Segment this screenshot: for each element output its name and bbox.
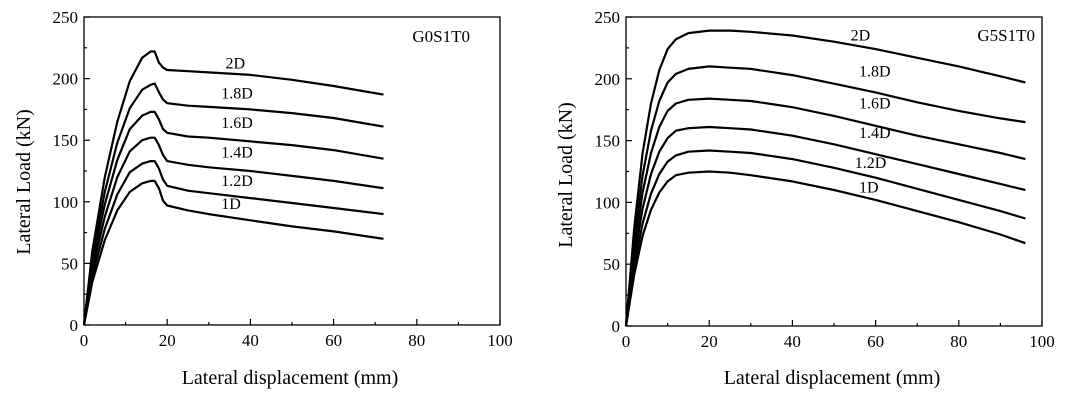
plot-frame [83,16,501,326]
series-label: 2D [851,27,871,44]
x-tick-label: 40 [784,332,801,351]
series-line-1-2d [624,149,1026,327]
x-tick-label: 60 [325,331,342,350]
series-line-2d [82,50,384,326]
x-tick-label: 0 [80,331,89,350]
x-tick-label: 80 [408,331,425,350]
x-tick-label: 40 [242,331,259,350]
y-tick-label: 200 [595,70,621,89]
x-axis-title-left: Lateral displacement (mm) [182,367,399,389]
series-line-1d [82,179,384,326]
chart-g5s1t0: Lateral Load (kN) Lateral displacement (… [555,8,1055,389]
series-line-1-4d [624,125,1026,327]
series-line-1d [624,170,1026,327]
series-label: 1D [221,196,241,213]
x-tick-label: 100 [487,331,513,350]
series-line-1-4d [82,136,384,326]
y-tick-label: 250 [53,8,79,27]
x-tick-label: 20 [159,331,176,350]
y-tick-label: 50 [603,255,620,274]
y-tick-label: 100 [595,193,621,212]
y-tick-label: 0 [70,316,79,335]
series-label: 1.8D [221,85,253,102]
series-label: 1.2D [855,155,887,172]
y-tick-label: 150 [53,131,79,150]
y-tick-label: 200 [53,70,79,89]
series-label: 1.4D [859,125,891,142]
y-tick-label: 150 [595,132,621,151]
y-axis-title-left: Lateral Load (kN) [13,109,35,254]
y-tick-label: 50 [61,254,78,273]
series-label: 2D [225,56,245,73]
y-axis-title-right: Lateral Load (kN) [555,102,577,247]
y-tick-label: 0 [612,317,621,336]
x-tick-label: 20 [701,332,718,351]
x-tick-label: 60 [867,332,884,351]
series-label: 1D [859,180,879,197]
series-label: 1.6D [859,95,891,112]
series-label: 1.2D [221,173,253,190]
series-label: 1.8D [859,63,891,80]
x-tick-label: 100 [1029,332,1055,351]
series-line-2d [624,29,1026,327]
panel-label-left: G0S1T0 [412,27,470,46]
series-label: 1.4D [221,144,253,161]
series-line-1-6d [624,97,1026,327]
panel-label-right: G5S1T0 [977,26,1035,45]
x-axis-title-right: Lateral displacement (mm) [724,367,941,389]
y-tick-label: 250 [595,8,621,27]
plot-frame [625,16,1043,327]
series-line-1-6d [82,110,384,326]
x-tick-label: 80 [950,332,967,351]
y-tick-label: 100 [53,193,79,212]
series-line-1-2d [82,160,384,326]
x-tick-label: 0 [622,332,631,351]
series-label: 1.6D [221,115,253,132]
chart-g0s1t0: Lateral Load (kN) Lateral displacement (… [13,8,513,389]
series-line-1-8d [624,65,1026,327]
series-line-1-8d [82,82,384,326]
